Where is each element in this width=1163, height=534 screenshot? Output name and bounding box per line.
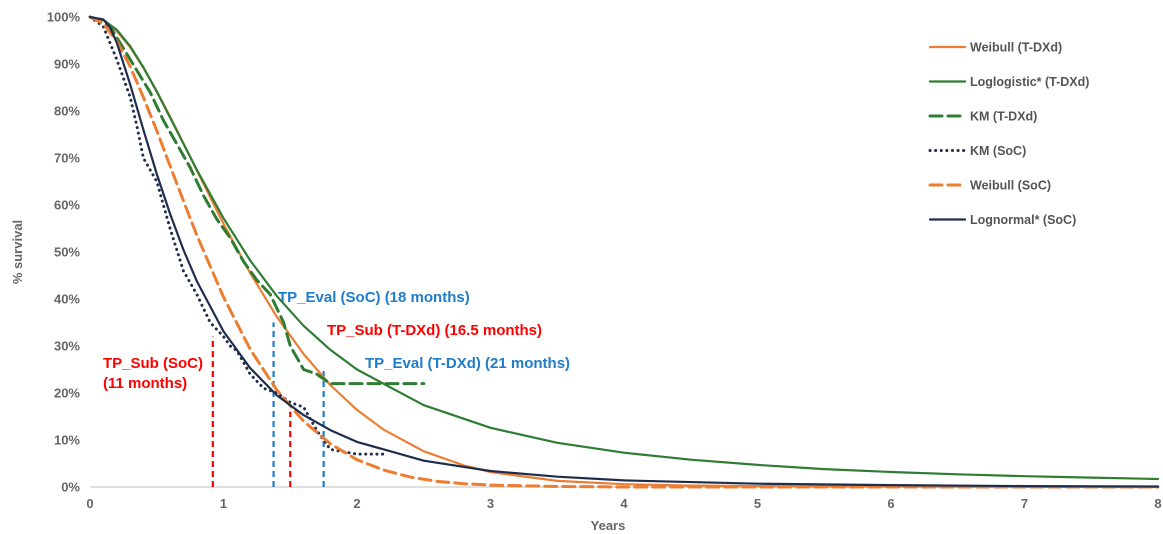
reference-lines [211,322,325,487]
x-axis-ticks: 0 1 2 3 4 5 6 7 8 [86,496,1161,511]
x-tick-label: 0 [86,496,93,511]
annotation-tp-sub-soc: TP_Sub (SoC) [103,355,203,372]
y-tick-label: 90% [54,57,80,72]
series-line-lognormal-soc [88,15,1160,488]
y-tick-label: 80% [54,104,80,119]
legend-label: Loglogistic* (T-DXd) [970,75,1089,89]
annotations: TP_Eval (SoC) (18 months) TP_Sub (T-DXd)… [103,289,570,392]
y-tick-label: 10% [54,433,80,448]
x-axis-title: Years [591,518,626,533]
y-tick-label: 40% [54,292,80,307]
annotation-tp-sub-soc-months: (11 months) [103,375,187,392]
y-axis-ticks: 0% 10% 20% 30% 40% 50% 60% 70% 80% 90% 100% [47,10,81,495]
y-tick-label: 70% [54,151,80,166]
x-tick-label: 6 [887,496,894,511]
series-line-km-t-dxd [88,15,426,386]
y-tick-label: 50% [54,245,80,260]
y-tick-label: 30% [54,339,80,354]
legend: Weibull (T-DXd) Loglogistic* (T-DXd) KM (T… [928,41,1089,227]
series-line-loglogistic-t-dxd [88,15,1160,481]
legend-label: Lognormal* (SoC) [970,213,1076,227]
y-tick-label: 0% [61,480,80,495]
x-tick-label: 5 [754,496,761,511]
series-layer [88,15,1160,489]
y-axis-title: % survival [10,220,25,284]
x-tick-label: 2 [353,496,360,511]
x-tick-label: 8 [1154,496,1161,511]
x-tick-label: 4 [620,496,628,511]
x-tick-label: 3 [487,496,494,511]
annotation-tp-eval-soc: TP_Eval (SoC) (18 months) [278,289,470,306]
x-tick-label: 1 [220,496,227,511]
series-line-weibull-soc [88,15,1160,489]
legend-label: KM (SoC) [970,144,1026,158]
legend-label: KM (T-DXd) [970,110,1037,124]
legend-label: Weibull (SoC) [970,179,1051,193]
series-line-km-soc [88,15,386,456]
y-tick-label: 100% [47,10,81,25]
y-tick-label: 60% [54,198,80,213]
legend-label: Weibull (T-DXd) [970,41,1062,55]
x-tick-label: 7 [1021,496,1028,511]
y-tick-label: 20% [54,386,80,401]
annotation-tp-eval-tdxd: TP_Eval (T-DXd) (21 months) [365,355,570,372]
annotation-tp-sub-tdxd: TP_Sub (T-DXd) (16.5 months) [327,322,542,339]
